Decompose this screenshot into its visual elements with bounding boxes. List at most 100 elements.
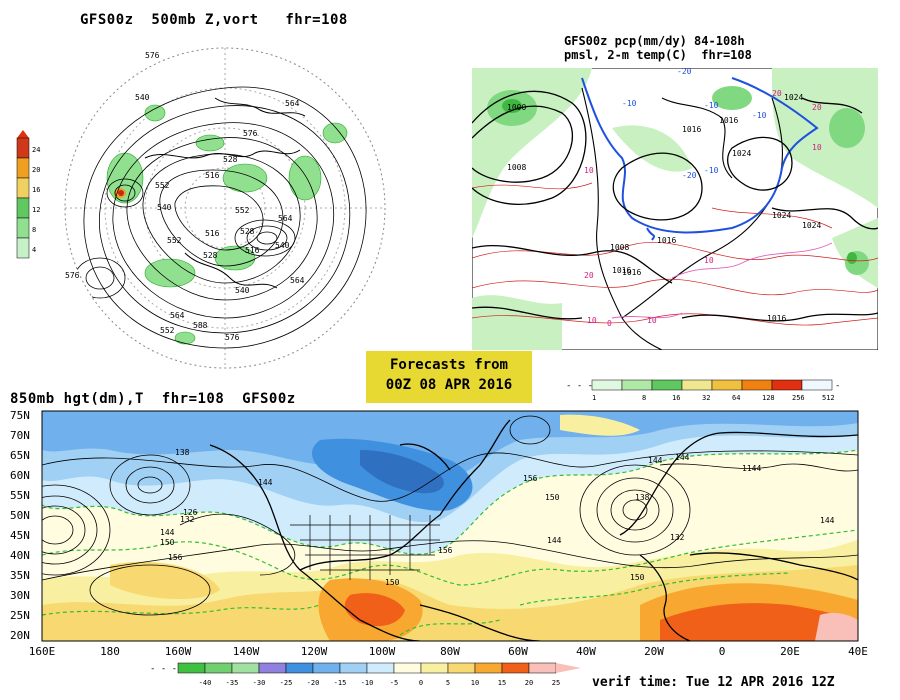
latitude-label: 40N <box>10 549 30 562</box>
colorbar-tick: 20 <box>525 679 533 687</box>
colorbar-swatch <box>16 157 30 179</box>
temperature-label: 20 <box>812 103 822 112</box>
height-contour-label: 138 <box>635 493 650 502</box>
latitude-label: 65N <box>10 449 30 462</box>
colorbar-swatch <box>393 662 422 674</box>
colorbar-tick: 8 <box>32 226 36 234</box>
longitude-label: 40W <box>576 645 596 658</box>
colorbar-arrow-left: - - - <box>566 381 593 391</box>
isobar-label: 1024 <box>732 149 751 158</box>
height-contour-label: 156 <box>438 546 453 555</box>
contour-label: 540 <box>157 203 172 212</box>
latitude-label: 50N <box>10 509 30 522</box>
contour-label: 528 <box>203 251 218 260</box>
temperature-label: 20 <box>584 271 594 280</box>
temperature-label: -10 <box>704 101 719 110</box>
latitude-label: 70N <box>10 429 30 442</box>
colorbar-tick: 512 <box>822 394 835 402</box>
contour-label: 552 <box>235 206 250 215</box>
contour-label: 516 <box>205 229 220 238</box>
temperature-label: -20 <box>682 171 697 180</box>
longitude-label: 60W <box>508 645 528 658</box>
colorbar-swatch <box>16 177 30 199</box>
colorbar-tick: -15 <box>334 679 347 687</box>
longitude-label: 40E <box>848 645 868 658</box>
colorbar-swatch <box>231 662 260 674</box>
colorbar-tick: -20 <box>307 679 320 687</box>
vorticity-colorbar: 24 20 16 12 8 4 <box>16 130 40 259</box>
colorbar-tick: -10 <box>361 679 374 687</box>
height-contour-label: 144 <box>648 456 663 465</box>
temperature-label: -10 <box>622 99 637 108</box>
colorbar-tick: -5 <box>390 679 398 687</box>
height-contour-label: 150 <box>630 573 645 582</box>
colorbar-swatch <box>621 379 653 391</box>
colorbar-tick: 25 <box>552 679 560 687</box>
colorbar-swatch <box>258 662 287 674</box>
colorbar-swatch <box>285 662 314 674</box>
longitude-label: 100W <box>369 645 396 658</box>
height-contour-label: 150 <box>385 578 400 587</box>
colorbar-tick: 15 <box>498 679 506 687</box>
colorbar-tick: 32 <box>702 394 710 402</box>
temperature-label: 10 <box>584 166 594 175</box>
colorbar-swatch <box>447 662 476 674</box>
banner-line2: 00Z 08 APR 2016 <box>385 377 513 393</box>
colorbar-swatch <box>177 662 206 674</box>
colorbar-arrow-right: - - - <box>835 381 846 391</box>
contour-label: 576 <box>65 271 80 280</box>
isobar-label: 1016 <box>719 116 738 125</box>
isobar-label: 1024 <box>784 93 803 102</box>
latitude-label: 30N <box>10 589 30 602</box>
contour-label: 516 <box>245 246 260 255</box>
panel-500mb-title: GFS00z 500mb Z,vort fhr=108 <box>80 12 348 28</box>
colorbar-tick: 256 <box>792 394 805 402</box>
forecast-banner: Forecasts from 00Z 08 APR 2016 <box>366 351 532 403</box>
longitude-label: 20E <box>780 645 800 658</box>
longitude-label: 120W <box>301 645 328 658</box>
contour-label: 576 <box>225 333 240 342</box>
colorbar-tick: 0 <box>419 679 423 687</box>
colorbar-tick: 20 <box>32 166 40 174</box>
isobar-label: 1016 <box>612 266 631 275</box>
latitude-label: 35N <box>10 569 30 582</box>
colorbar-tick: 5 <box>446 679 450 687</box>
latitude-label: 25N <box>10 609 30 622</box>
colorbar-tick: -40 <box>199 679 212 687</box>
longitude-label: 0 <box>719 645 726 658</box>
contour-label: 552 <box>155 181 170 190</box>
contour-label: 588 <box>193 321 208 330</box>
colorbar-swatch <box>651 379 683 391</box>
colorbar-swatch <box>711 379 743 391</box>
isobar-label: 1008 <box>507 163 526 172</box>
panel-850mb-title: 850mb hgt(dm),T fhr=108 GFS00z <box>10 391 296 407</box>
colorbar-tick: 64 <box>732 394 740 402</box>
height-contour-label: 144 <box>547 536 562 545</box>
colorbar-tick: -30 <box>253 679 266 687</box>
isobar-label: 1016 <box>622 268 641 277</box>
banner-line1: Forecasts from <box>389 357 508 373</box>
colorbar-swatch <box>741 379 773 391</box>
isobar-label: 1016 <box>682 125 701 134</box>
colorbar-swatch <box>501 662 530 674</box>
longitude-label: 160W <box>165 645 192 658</box>
latitude-label: 45N <box>10 529 30 542</box>
isobar-label: 1000 <box>507 103 526 112</box>
height-contour-label: 150 <box>160 538 175 547</box>
longitude-label: 20W <box>644 645 664 658</box>
colorbar-tick: 16 <box>32 186 40 194</box>
colorbar-tick: -35 <box>226 679 239 687</box>
colorbar-swatch <box>366 662 395 674</box>
map-850mb: 75N 70N 65N 60N 55N 50N 45N 40N 35N 30N 25N 20N 160E… <box>10 409 868 658</box>
latitude-label: 55N <box>10 489 30 502</box>
colorbar-tick: 1 <box>592 394 596 402</box>
contour-label: 564 <box>290 276 305 285</box>
contour-label: 576 <box>145 51 160 60</box>
height-contour-label: 156 <box>523 474 538 483</box>
contour-label: 564 <box>170 311 185 320</box>
latitude-label: 75N <box>10 409 30 422</box>
colorbar-swatch <box>420 662 449 674</box>
contour-label: 576 <box>243 129 258 138</box>
contour-label: 540 <box>135 93 150 102</box>
verif-time: verif time: Tue 12 APR 2016 12Z <box>592 675 835 690</box>
